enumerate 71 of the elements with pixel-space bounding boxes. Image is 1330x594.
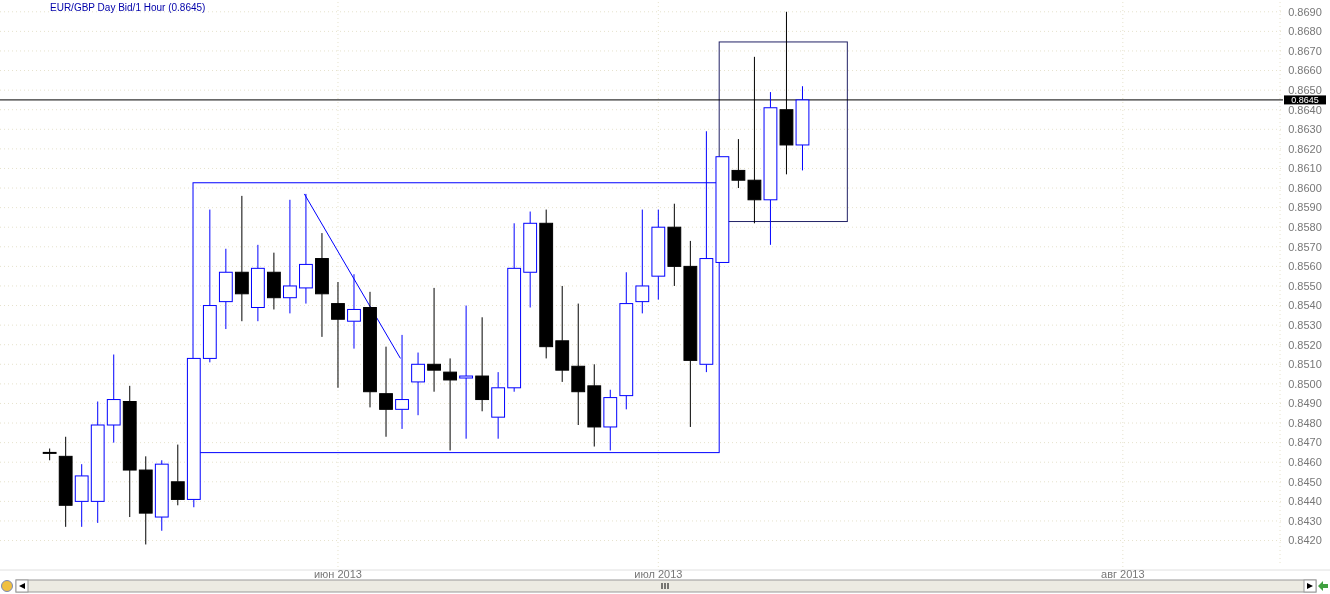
y-tick-label: 0.8640 (1288, 103, 1322, 116)
y-tick-label: 0.8420 (1288, 534, 1322, 547)
y-tick-label: 0.8590 (1288, 201, 1322, 214)
candlestick (587, 363, 602, 448)
candlestick (218, 248, 233, 330)
x-tick-label: авг 2013 (1101, 568, 1145, 580)
candlestick (763, 91, 778, 246)
y-tick-label: 0.8660 (1288, 64, 1322, 77)
candlestick (283, 199, 297, 314)
candlestick (683, 240, 698, 428)
y-tick-label: 0.8650 (1288, 83, 1322, 96)
candlestick (411, 352, 425, 416)
candlestick (234, 195, 249, 322)
candlestick (555, 285, 570, 383)
candlestick (154, 459, 169, 532)
y-tick-label: 0.8580 (1288, 221, 1322, 234)
y-tick-label: 0.8490 (1288, 397, 1322, 410)
candlestick (795, 85, 810, 171)
y-tick-label: 0.8630 (1288, 123, 1322, 136)
candlestick (138, 455, 153, 545)
y-tick-label: 0.8680 (1288, 25, 1322, 38)
candlestick (491, 371, 506, 440)
candlestick (459, 305, 474, 440)
candlestick (619, 271, 634, 410)
candlestick (379, 346, 393, 438)
candlestick (74, 463, 89, 528)
y-tick-label: 0.8570 (1288, 240, 1322, 253)
candlestick (250, 244, 265, 322)
x-tick-label: июн 2013 (313, 568, 362, 580)
y-tick-label: 0.8520 (1288, 338, 1322, 351)
candlestick (299, 193, 313, 305)
y-tick-label: 0.8550 (1288, 279, 1322, 292)
candlestick (347, 273, 361, 350)
candlestick (523, 211, 538, 308)
candlestick (58, 436, 73, 528)
candlestick (507, 222, 522, 393)
y-tick-label: 0.8510 (1288, 358, 1322, 371)
y-tick-label: 0.8670 (1288, 44, 1322, 57)
ref-line-label: 0.8645 (1291, 95, 1319, 106)
candlestick (651, 209, 666, 301)
candlestick (475, 316, 490, 412)
candlestick (266, 252, 281, 310)
y-tick-label: 0.8450 (1288, 475, 1322, 488)
candlestick (331, 281, 345, 389)
y-tick-label: 0.8690 (1288, 5, 1322, 18)
y-tick-label: 0.8610 (1288, 162, 1322, 175)
y-tick-label: 0.8430 (1288, 514, 1322, 527)
candlestick (90, 401, 105, 524)
y-tick-label: 0.8470 (1288, 436, 1322, 449)
candlestick (571, 303, 586, 426)
y-tick-label: 0.8540 (1288, 299, 1322, 312)
y-tick-label: 0.8500 (1288, 377, 1322, 390)
candlestick (363, 291, 377, 408)
chart-title: EUR/GBP Day Bid/1 Hour (0.8645) (50, 2, 206, 13)
candlestick (106, 354, 121, 444)
candlestick (635, 209, 650, 314)
candlestick (315, 232, 329, 338)
y-tick-label: 0.8600 (1288, 181, 1322, 194)
candlestick (122, 385, 137, 518)
candlestick (427, 287, 441, 393)
y-tick-label: 0.8440 (1288, 495, 1322, 508)
y-tick-label: 0.8530 (1288, 318, 1322, 331)
y-tick-label: 0.8460 (1288, 456, 1322, 469)
x-tick-label: июл 2013 (634, 568, 683, 580)
y-tick-label: 0.8480 (1288, 416, 1322, 429)
candlestick (395, 334, 409, 430)
candlestick (667, 203, 682, 287)
y-tick-label: 0.8620 (1288, 142, 1322, 155)
candlestick (443, 357, 457, 451)
candlestick (539, 209, 554, 359)
y-tick-label: 0.8560 (1288, 260, 1322, 273)
